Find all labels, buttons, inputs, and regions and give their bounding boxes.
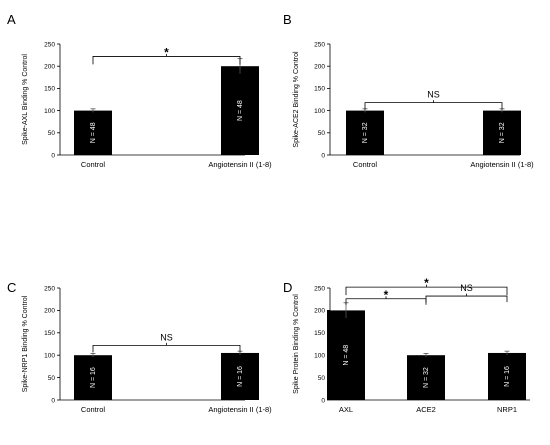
category-label: ACE2	[416, 405, 436, 414]
panel-letter: A	[7, 12, 16, 27]
bar	[488, 352, 526, 400]
significance-bracket	[364, 102, 503, 110]
bar	[74, 110, 112, 155]
y-tick-label: 250	[44, 285, 55, 292]
bar	[221, 352, 259, 400]
panel-d: D 0 50 100 150 200 250 Spike Protein Binding % …	[283, 276, 530, 414]
y-tick-label: 150	[314, 86, 325, 93]
panel-letter: C	[7, 280, 16, 295]
y-axis-label: Spike-ACE2 Binding % Control	[293, 51, 300, 148]
significance-label: NS	[460, 283, 473, 293]
bar-n-label: N = 48	[90, 122, 97, 143]
y-tick-label: 150	[314, 330, 325, 337]
y-tick-label: 50	[48, 130, 56, 137]
y-tick-label: 150	[44, 86, 55, 93]
y-tick-label: 150	[44, 330, 55, 337]
y-tick-label: 100	[314, 353, 325, 360]
category-label: AXL	[339, 405, 353, 414]
bar-n-label: N = 32	[423, 367, 430, 388]
y-tick-label: 100	[44, 108, 55, 115]
bar-n-label: N = 32	[362, 122, 369, 143]
bar-n-label: N = 16	[504, 366, 511, 387]
y-tick-label: 100	[44, 353, 55, 360]
category-label: Angiotensin II (1-8)	[208, 405, 272, 414]
bar	[221, 66, 259, 155]
y-tick-label: 0	[51, 152, 55, 159]
category-label: Angiotensin II (1-8)	[470, 160, 534, 169]
bar-n-label: N = 48	[343, 345, 350, 366]
category-label: Control	[353, 160, 378, 169]
y-tick-label: 200	[314, 308, 325, 315]
bar	[327, 310, 365, 400]
category-label: Angiotensin II (1-8)	[208, 160, 272, 169]
significance-label: *	[424, 276, 429, 290]
significance-label: NS	[427, 90, 440, 100]
bar-n-label: N = 32	[499, 122, 506, 143]
y-tick-label: 200	[44, 64, 55, 71]
y-axis-label: Spike-NRP1 Binding % Control	[22, 295, 29, 392]
panel-c: C 0 50 100 150 200 250 Spike-NRP1 Binding % Con…	[7, 280, 272, 414]
significance-label: NS	[160, 332, 173, 342]
bar	[346, 110, 384, 155]
bar-n-label: N = 48	[237, 100, 244, 121]
significance-bracket	[92, 344, 241, 353]
significance-label: *	[384, 288, 389, 302]
y-tick-label: 100	[314, 108, 325, 115]
category-label: Control	[81, 160, 106, 169]
panel-letter: B	[283, 12, 292, 27]
y-tick-label: 50	[318, 130, 326, 137]
bar	[407, 355, 445, 400]
y-tick-label: 0	[321, 397, 325, 404]
y-tick-label: 0	[321, 152, 325, 159]
y-tick-label: 200	[44, 308, 55, 315]
bar-n-label: N = 16	[237, 366, 244, 387]
y-tick-label: 0	[51, 397, 55, 404]
y-axis-label: Spike-AXL Binding % Control	[22, 54, 29, 145]
bar-n-label: N = 16	[90, 367, 97, 388]
panel-b: B 0 50 100 150 200 250 Spike-ACE2 Binding % Con…	[283, 12, 534, 169]
panel-a: A 0 50 100 150 200 250 Spike-AXL Binding % Cont…	[7, 12, 272, 169]
significance-bracket	[425, 295, 508, 303]
y-axis-label: Spike Protein Binding % Control	[293, 294, 300, 394]
y-tick-label: 250	[314, 285, 325, 292]
bar	[74, 355, 112, 400]
significance-label: *	[164, 45, 169, 59]
panel-letter: D	[283, 280, 292, 295]
bar	[483, 110, 521, 155]
category-label: Control	[81, 405, 106, 414]
category-label: NRP1	[497, 405, 517, 414]
y-tick-label: 200	[314, 64, 325, 71]
y-tick-label: 50	[48, 375, 56, 382]
y-tick-label: 250	[44, 41, 55, 48]
y-tick-label: 250	[314, 41, 325, 48]
y-tick-label: 50	[318, 375, 326, 382]
